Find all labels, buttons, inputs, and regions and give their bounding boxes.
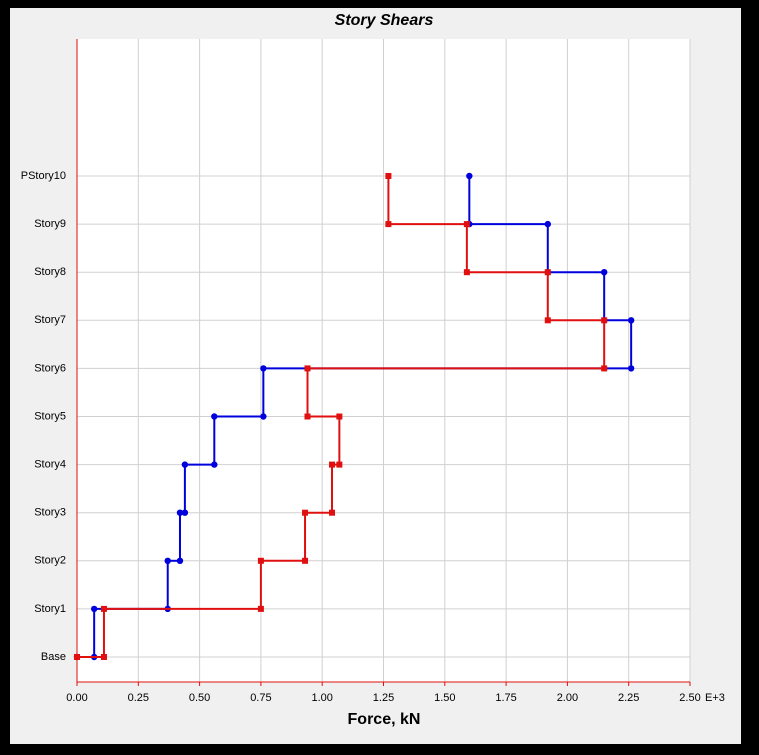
marker [336,413,343,420]
marker [211,413,218,420]
x-tick-label: 1.00 [311,692,332,704]
x-tick-label: 0.50 [189,692,210,704]
marker [304,365,311,372]
marks [73,172,635,661]
marker [257,605,264,612]
y-tick-label: Story2 [34,555,66,567]
marker [336,461,343,468]
y-tick-label: Story3 [34,507,66,519]
marker [100,605,107,612]
y-tick-label: Story9 [34,218,66,230]
x-tick-label: 0.75 [250,692,271,704]
marker [329,509,336,516]
marker [463,269,470,276]
marker [466,172,473,180]
grid: 0.00 0.25 0.50 0.75 1.00 1.25 1.50 1.75 2.00 2.25… [21,39,701,704]
x-tick-label: 0.25 [128,692,149,704]
x-unit: E+3 [705,692,725,704]
x-tick-label: 1.50 [434,692,455,704]
x-tick-label: 2.00 [557,692,578,704]
y-tick-label: Story5 [34,410,66,422]
marker [329,461,336,468]
marker [544,269,551,276]
y-tick-label: Story1 [34,603,66,615]
marker [260,365,267,372]
x-tick-label: 0.00 [66,692,87,704]
marker [211,461,218,468]
x-tick-label: 2.25 [618,692,639,704]
x-axis-title: Force, kN [348,711,421,728]
marker [260,413,267,420]
marker [601,365,608,372]
marker [627,317,635,324]
marker [627,365,635,372]
marker [544,317,551,324]
marker [302,509,309,516]
marker [181,461,189,468]
y-tick-label: Story6 [34,362,66,374]
marker [304,413,311,420]
marker [385,173,392,179]
y-tick-label: Base [41,651,66,663]
chart-title: Story Shears [335,12,434,29]
x-tick-label: 1.75 [495,692,516,704]
y-tick-label: PStory10 [21,170,66,182]
marker [176,509,184,516]
marker [164,557,171,564]
x-tick-label: 2.50 [679,692,700,704]
y-tick-label: Story7 [34,314,66,326]
marker [600,269,608,276]
marker [176,557,184,564]
marker [302,557,309,564]
y-tick-label: Story8 [34,266,66,278]
x-tick-label: 1.25 [373,692,394,704]
y-tick-label: Story4 [34,459,66,471]
marker [601,317,608,324]
marker [100,654,107,660]
marker [90,605,98,613]
marker [181,509,189,516]
marker [385,221,392,228]
marker [463,221,470,228]
marker [257,557,264,564]
marker [544,220,551,228]
